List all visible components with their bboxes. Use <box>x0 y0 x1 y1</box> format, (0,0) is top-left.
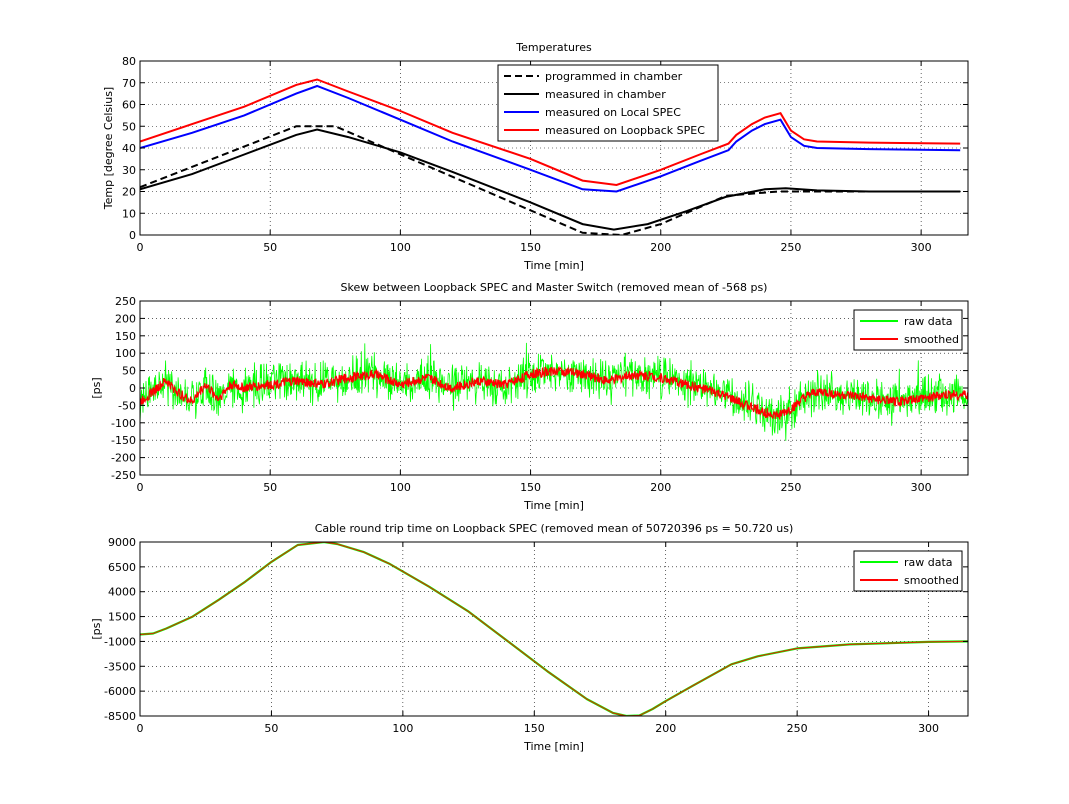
y-tick-label: -150 <box>111 434 136 447</box>
x-tick-label: 300 <box>918 722 939 735</box>
y-tick-label: -250 <box>111 469 136 482</box>
y-tick-label: -3500 <box>104 660 136 673</box>
series-line <box>140 84 961 193</box>
series-line <box>140 366 968 420</box>
y-tick-label: 50 <box>122 365 136 378</box>
x-tick-label: 50 <box>264 722 278 735</box>
y-tick-label: 60 <box>122 99 136 112</box>
legend-label: raw data <box>904 315 953 328</box>
y-tick-label: 0 <box>129 229 136 242</box>
y-tick-label: 20 <box>122 186 136 199</box>
y-tick-label: -8500 <box>104 710 136 723</box>
series-line <box>140 78 961 187</box>
x-tick-label: 250 <box>780 481 801 494</box>
x-tick-label: 200 <box>650 481 671 494</box>
legend-box <box>497 64 719 142</box>
axes-box <box>139 541 969 717</box>
x-tick-label: 300 <box>911 481 932 494</box>
legend-label: measured on Loopback SPEC <box>545 124 705 137</box>
legend-label: raw data <box>904 556 953 569</box>
x-tick-label: 100 <box>392 722 413 735</box>
x-tick-label: 0 <box>137 241 144 254</box>
legend-label: measured in chamber <box>545 88 666 101</box>
series-line <box>140 128 961 231</box>
cable-round-trip-chart: 0 50 100 150 200 250 300 -8500 -6000 -3500 -1000 15… <box>90 522 969 753</box>
y-tick-label: 6500 <box>108 561 136 574</box>
legend-box <box>853 550 963 592</box>
y-tick-label: 250 <box>115 295 136 308</box>
legend-label: smoothed <box>904 574 959 587</box>
x-axis-label: Time [min] <box>523 259 584 272</box>
y-tick-label: 200 <box>115 312 136 325</box>
x-axis-label: Time [min] <box>523 740 584 753</box>
x-tick-label: 100 <box>390 481 411 494</box>
series-line <box>140 542 968 716</box>
chart-title: Cable round trip time on Loopback SPEC (… <box>315 522 794 535</box>
x-tick-label: 50 <box>263 241 277 254</box>
x-tick-label: 50 <box>263 481 277 494</box>
y-tick-label: 150 <box>115 330 136 343</box>
y-tick-label: -1000 <box>104 635 136 648</box>
legend-box <box>853 309 963 351</box>
chart-title: Temperatures <box>515 41 592 54</box>
y-tick-label: 10 <box>122 207 136 220</box>
plot-area <box>140 78 961 235</box>
legend-label: programmed in chamber <box>545 70 683 83</box>
y-tick-label: 40 <box>122 142 136 155</box>
plot-area <box>140 342 968 441</box>
y-tick-label: 50 <box>122 120 136 133</box>
plot-area <box>140 542 968 716</box>
x-tick-label: 150 <box>520 481 541 494</box>
y-axis-label: [ps] <box>90 618 103 639</box>
x-tick-label: 250 <box>780 241 801 254</box>
y-tick-label: -6000 <box>104 685 136 698</box>
x-tick-label: 0 <box>137 481 144 494</box>
y-tick-label: 9000 <box>108 536 136 549</box>
legend-label: smoothed <box>904 333 959 346</box>
x-tick-label: 200 <box>650 241 671 254</box>
legend-label: measured on Local SPEC <box>545 106 681 119</box>
y-tick-label: 100 <box>115 347 136 360</box>
y-tick-label: -50 <box>118 399 136 412</box>
y-tick-label: 70 <box>122 77 136 90</box>
temperature-chart: 0 50 100 150 200 250 300 0 10 20 30 40 50 60 70 80 Tempe… <box>102 41 969 272</box>
y-axis-label: Temp [degree Celsius] <box>102 87 115 210</box>
y-tick-label: 30 <box>122 164 136 177</box>
x-tick-label: 0 <box>137 722 144 735</box>
series-line <box>140 125 961 235</box>
y-tick-label: -100 <box>111 417 136 430</box>
y-tick-label: 4000 <box>108 586 136 599</box>
x-tick-label: 150 <box>524 722 545 735</box>
x-tick-label: 100 <box>390 241 411 254</box>
y-tick-label: 0 <box>129 382 136 395</box>
skew-chart: 0 50 100 150 200 250 300 -250 -200 -150 -100 -50 0 50… <box>90 281 969 512</box>
x-tick-label: 200 <box>655 722 676 735</box>
y-axis-label: [ps] <box>90 377 103 398</box>
x-tick-label: 150 <box>520 241 541 254</box>
y-tick-label: 1500 <box>108 611 136 624</box>
y-tick-label: -200 <box>111 452 136 465</box>
x-tick-label: 250 <box>787 722 808 735</box>
chart-title: Skew between Loopback SPEC and Master Sw… <box>341 281 768 294</box>
x-tick-label: 300 <box>911 241 932 254</box>
x-axis-label: Time [min] <box>523 499 584 512</box>
y-tick-label: 80 <box>122 55 136 68</box>
